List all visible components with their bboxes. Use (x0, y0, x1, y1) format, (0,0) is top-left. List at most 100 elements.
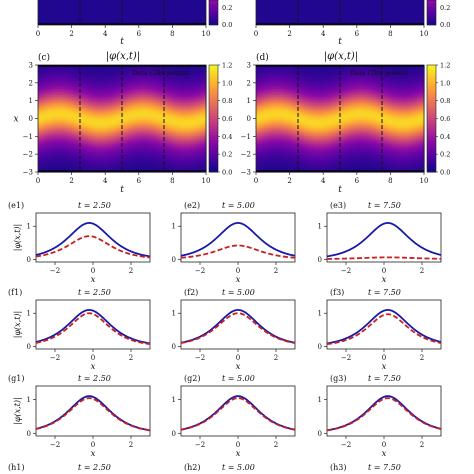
heatmap-cell (70, 148, 73, 151)
heatmap-cell (128, 88, 131, 92)
heatmap-cell (156, 84, 159, 88)
heatmap-cell (94, 140, 97, 143)
heatmap-cell (60, 160, 63, 163)
heatmap-cell (66, 166, 69, 169)
heatmap-cell (156, 72, 159, 76)
heatmap-cell (144, 90, 147, 94)
heatmap-cell (82, 94, 85, 98)
heatmap-cell (102, 84, 105, 88)
heatmap-cell (104, 82, 107, 86)
heatmap-cell (46, 84, 49, 88)
heatmap-cell (156, 68, 159, 72)
heatmap-cell (132, 118, 135, 122)
heatmap-cell (136, 96, 139, 100)
heatmap-cell (164, 158, 167, 161)
heatmap-cell (52, 76, 55, 80)
heatmap-cell (80, 128, 83, 131)
heatmap-cell (54, 162, 57, 165)
heatmap-cell (78, 140, 81, 143)
heatmap-cell (152, 124, 155, 128)
heatmap-cell (170, 154, 173, 157)
heatmap-cell (132, 72, 135, 76)
data-point (90, 23, 92, 25)
heatmap-cell (164, 84, 167, 88)
heatmap-cell (148, 84, 151, 88)
heatmap-cell (158, 144, 161, 147)
heatmap-cell (66, 158, 69, 161)
heatmap-cell (46, 146, 49, 149)
data-point (194, 170, 196, 172)
heatmap-cell (126, 164, 129, 167)
heatmap-cell (50, 134, 53, 137)
data-point (190, 170, 193, 172)
heatmap-cell (138, 66, 141, 70)
heatmap-cell (98, 90, 101, 94)
heatmap-cell (168, 78, 171, 82)
heatmap-cell (116, 70, 119, 74)
heatmap-cell (116, 74, 119, 78)
data-point (86, 170, 89, 172)
heatmap-cell (46, 162, 49, 165)
data-point (110, 170, 112, 172)
heatmap-cell (68, 100, 71, 104)
heatmap-cell (132, 116, 135, 120)
heatmap-cell (64, 160, 67, 163)
heatmap-cell (150, 80, 153, 84)
data-point (274, 23, 277, 25)
heatmap-cell (162, 166, 165, 169)
heatmap-cell (52, 142, 55, 145)
heatmap-cell (60, 98, 63, 102)
heatmap-cell (116, 128, 119, 131)
heatmap-cell (70, 120, 73, 124)
heatmap-cell (82, 78, 85, 82)
heatmap-cell (146, 86, 149, 90)
heatmap-cell (80, 86, 83, 90)
heatmap-cell (136, 76, 139, 80)
heatmap-cell (58, 130, 61, 133)
heatmap-cell (60, 90, 63, 94)
data-point (110, 23, 112, 25)
data-point (110, 65, 112, 67)
heatmap-cell (102, 72, 105, 76)
heatmap-cell (84, 126, 87, 130)
heatmap-cell (108, 118, 111, 122)
heatmap-cell (130, 148, 133, 151)
heatmap-cell (144, 156, 147, 159)
data-point (145, 170, 148, 172)
heatmap-cell (90, 154, 93, 157)
heatmap-cell (98, 84, 101, 88)
heatmap-cell (48, 152, 51, 155)
heatmap-cell (138, 146, 141, 149)
heatmap-cell (42, 136, 45, 139)
heatmap-cell (124, 154, 127, 157)
data-point (334, 23, 337, 25)
heatmap-cell (70, 152, 73, 155)
heatmap-cell (158, 130, 161, 133)
heatmap-cell (134, 86, 137, 90)
heatmap-cell (164, 66, 167, 70)
heatmap-cell (156, 108, 159, 112)
heatmap-cell (42, 120, 45, 124)
heatmap-cell (170, 136, 173, 139)
heatmap-cell (166, 136, 169, 139)
heatmap-cell (114, 76, 117, 80)
heatmap-cell (84, 108, 87, 112)
heatmap-cell (154, 162, 157, 165)
heatmap-cell (134, 140, 137, 143)
heatmap-cell (60, 126, 63, 130)
heatmap-cell (164, 150, 167, 153)
heatmap-cell (148, 70, 151, 74)
heatmap-cell (158, 136, 161, 139)
heatmap-cell (60, 120, 63, 124)
heatmap-cell (120, 108, 123, 112)
heatmap-cell (44, 90, 47, 94)
heatmap-cell (134, 106, 137, 110)
heatmap-cell (72, 126, 75, 130)
heatmap-cell (64, 116, 67, 120)
heatmap-cell (114, 156, 117, 159)
heatmap-cell (62, 166, 65, 169)
heatmap-cell (166, 120, 169, 124)
heatmap-cell (82, 156, 85, 159)
heatmap-cell (100, 68, 103, 72)
data-point (194, 65, 196, 67)
